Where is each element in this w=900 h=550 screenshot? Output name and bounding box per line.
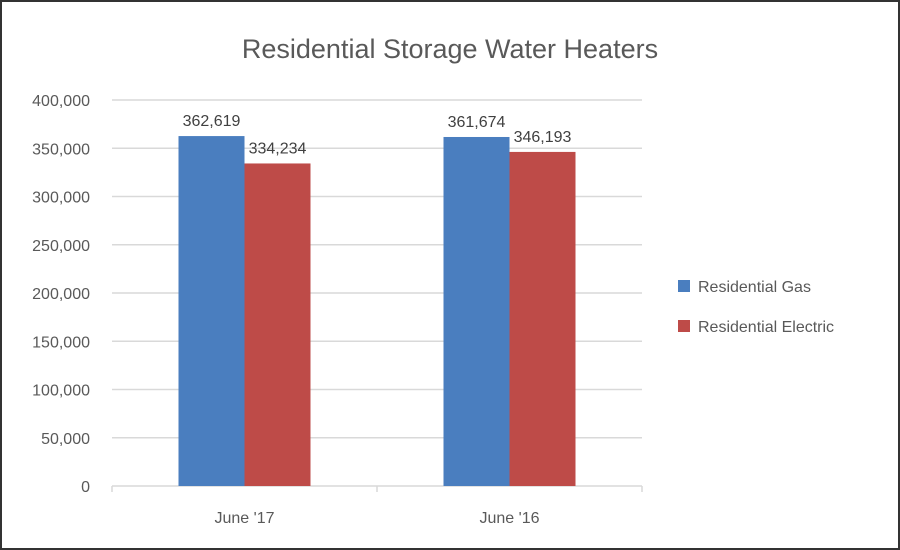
- bar-residential-gas: [178, 136, 245, 486]
- legend-label: Residential Gas: [698, 279, 811, 296]
- data-label: 346,193: [514, 129, 572, 146]
- bar-residential-electric: [244, 163, 311, 487]
- legend-swatch: [678, 280, 690, 292]
- y-tick-label: 200,000: [32, 286, 90, 303]
- bar-residential-electric: [509, 151, 576, 486]
- y-tick-label: 300,000: [32, 190, 90, 207]
- data-label: 362,619: [183, 113, 241, 130]
- chart-title: Residential Storage Water Heaters: [242, 34, 658, 64]
- y-tick-label: 400,000: [32, 93, 90, 110]
- legend-label: Residential Electric: [698, 319, 834, 336]
- bar-residential-gas: [443, 136, 510, 486]
- y-tick-label: 250,000: [32, 238, 90, 255]
- y-tick-label: 350,000: [32, 141, 90, 158]
- y-tick-label: 150,000: [32, 334, 90, 351]
- y-tick-label: 50,000: [41, 431, 90, 448]
- y-tick-label: 100,000: [32, 383, 90, 400]
- data-label: 361,674: [448, 114, 506, 131]
- y-tick-label: 0: [81, 479, 90, 496]
- legend-swatch: [678, 320, 690, 332]
- data-label: 334,234: [249, 140, 307, 157]
- x-tick-label: June '17: [215, 510, 275, 527]
- x-tick-label: June '16: [480, 510, 540, 527]
